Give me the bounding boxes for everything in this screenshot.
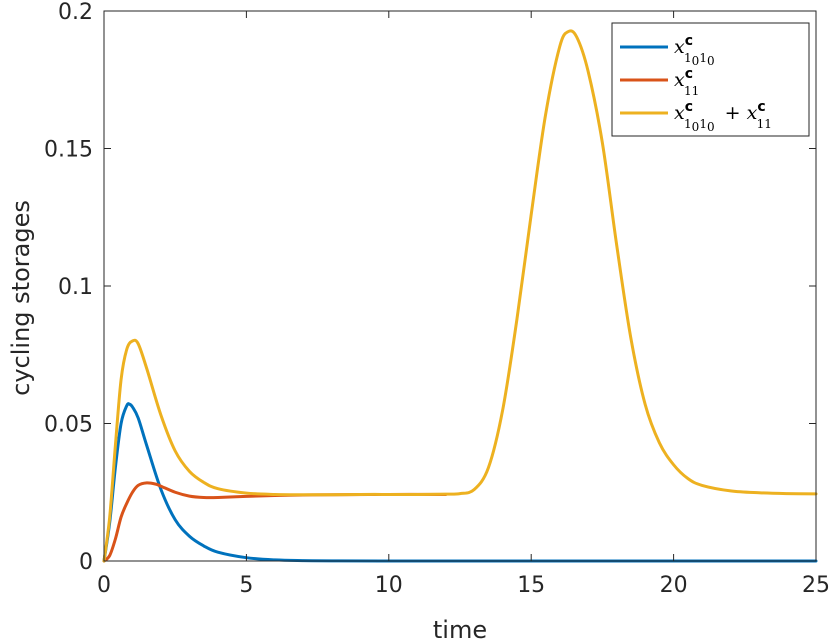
y-tick-label: 0.2 — [58, 0, 93, 25]
x-tick-label: 20 — [660, 573, 688, 598]
y-tick-label: 0.15 — [44, 138, 93, 163]
legend-label-1: xc 1010 — [674, 33, 715, 68]
legend-label-3: xc 1010 + xc 11 — [674, 99, 772, 134]
legend-label-2: xc 11 — [674, 66, 699, 98]
x-tick-label: 5 — [239, 573, 253, 598]
y-tick-label: 0.1 — [58, 275, 93, 300]
y-tick-label: 0 — [79, 550, 93, 575]
x-tick-label: 15 — [517, 573, 545, 598]
x-tick-label: 10 — [375, 573, 403, 598]
y-tick-label: 0.05 — [44, 413, 93, 438]
x-axis-label: time — [433, 616, 487, 642]
x-tick-label: 25 — [802, 573, 830, 598]
tick-layer: 0 5 10 15 20 25 0 0.05 0.1 0.15 0.2 — [44, 0, 830, 598]
series-line-3 — [102, 29, 818, 563]
y-axis-label: cycling storages — [7, 200, 35, 396]
x-tick-label: 0 — [97, 573, 111, 598]
